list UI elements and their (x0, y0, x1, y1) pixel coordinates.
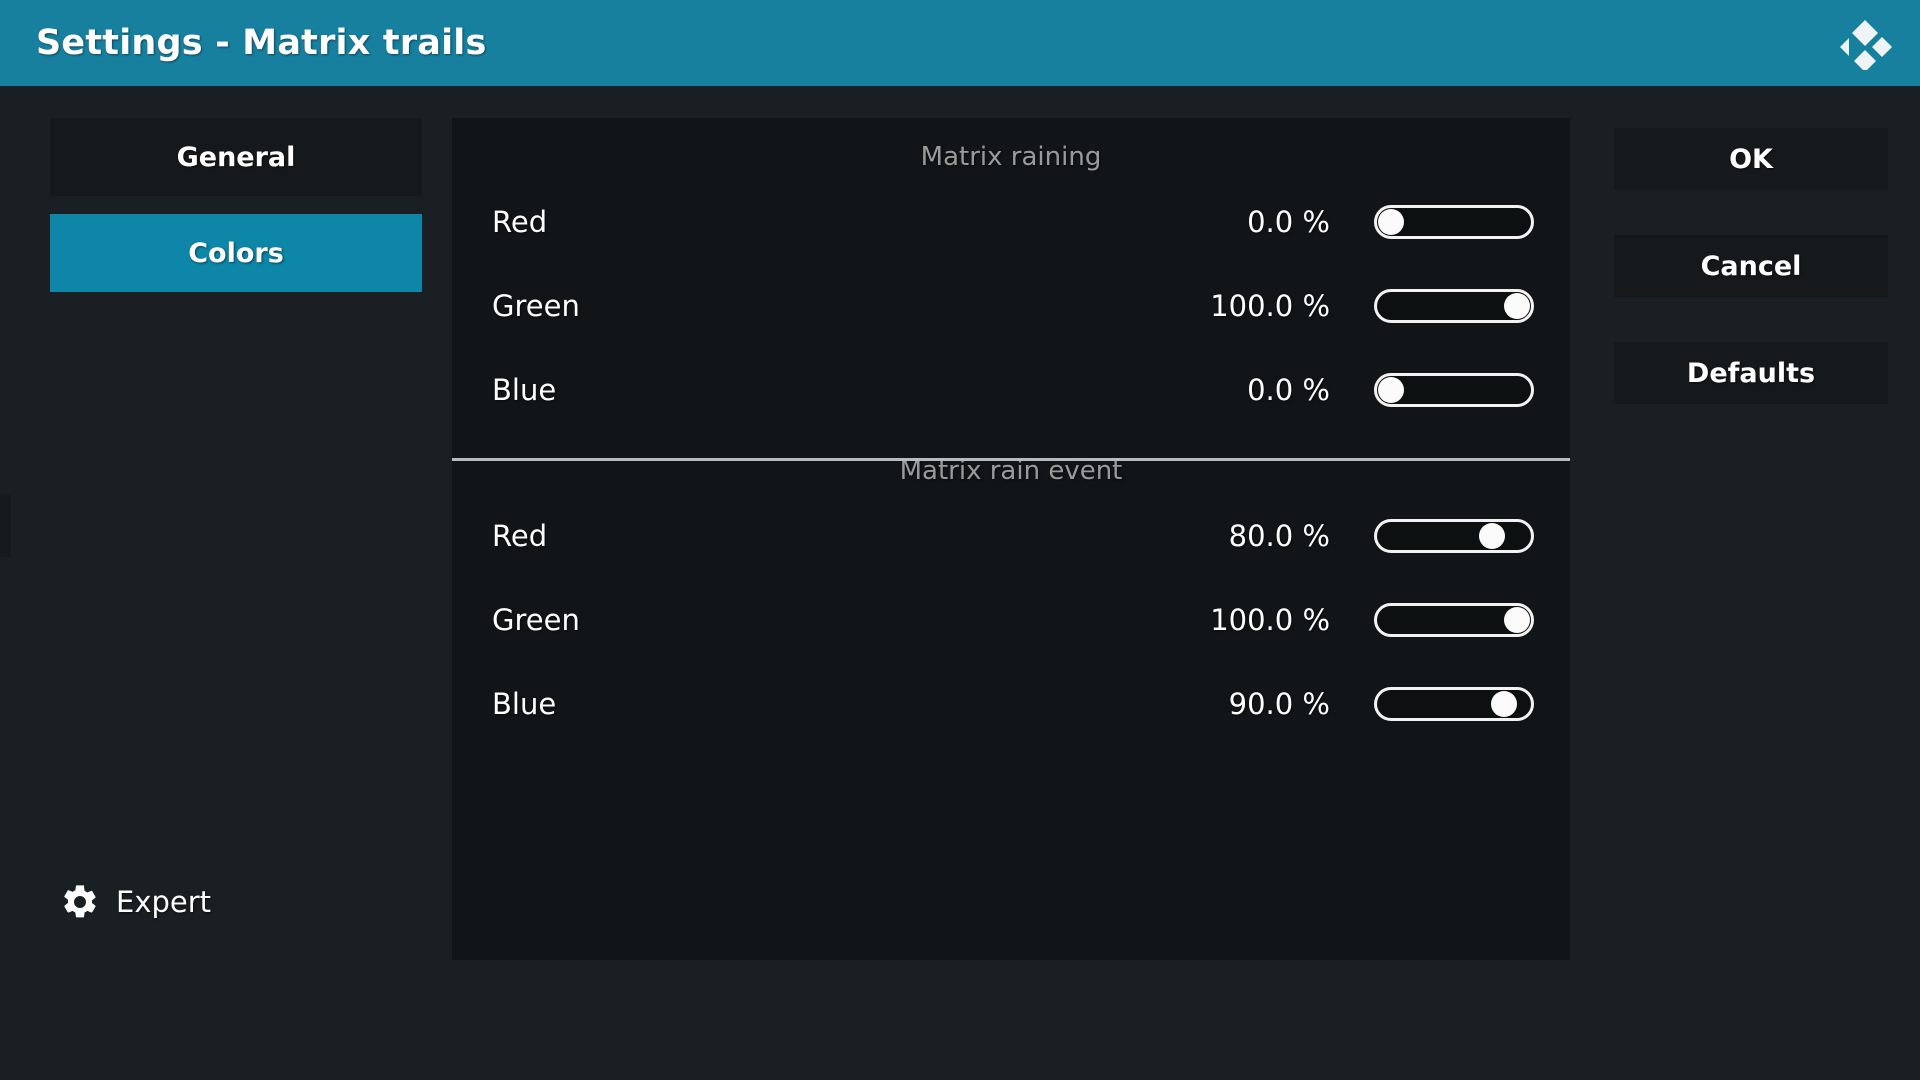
slider-event-green[interactable] (1374, 603, 1534, 637)
slider-knob[interactable] (1491, 691, 1518, 717)
setting-row-raining-green[interactable]: Green 100.0 % (452, 264, 1570, 348)
expert-level-toggle[interactable]: Expert (60, 882, 211, 922)
section-title-matrix-rain-event: Matrix rain event (899, 456, 1123, 486)
sidebar-item-label: Colors (188, 237, 284, 269)
scroll-edge-artifact (0, 495, 11, 557)
setting-value: 0.0 % (1247, 373, 1330, 407)
title-bar: Settings - Matrix trails (0, 0, 1920, 86)
category-sidebar: General Colors (50, 118, 422, 958)
slider-event-blue[interactable] (1374, 687, 1534, 721)
slider-knob[interactable] (1478, 523, 1505, 549)
setting-label: Blue (492, 687, 557, 721)
section-rows-matrix-raining: Red 0.0 % Green 100.0 % Blue 0.0 % (452, 180, 1570, 432)
dialog-actions: OK Cancel Defaults (1614, 128, 1888, 449)
cancel-button[interactable]: Cancel (1614, 235, 1888, 297)
section-divider (452, 458, 1570, 461)
setting-value: 90.0 % (1228, 687, 1330, 721)
setting-row-raining-blue[interactable]: Blue 0.0 % (452, 348, 1570, 432)
setting-value: 80.0 % (1228, 519, 1330, 553)
setting-row-event-blue[interactable]: Blue 90.0 % (452, 662, 1570, 746)
section-rows-matrix-rain-event: Red 80.0 % Green 100.0 % Blue 90.0 % (452, 494, 1570, 746)
slider-event-red[interactable] (1374, 519, 1534, 553)
setting-row-event-red[interactable]: Red 80.0 % (452, 494, 1570, 578)
settings-panel: Matrix raining Red 0.0 % Green 100.0 % B… (452, 118, 1570, 960)
setting-label: Red (492, 519, 548, 553)
setting-value: 0.0 % (1247, 205, 1330, 239)
setting-row-raining-red[interactable]: Red 0.0 % (452, 180, 1570, 264)
setting-label: Blue (492, 373, 557, 407)
setting-value: 100.0 % (1210, 289, 1330, 323)
section-title-matrix-raining: Matrix raining (920, 142, 1102, 172)
expert-label: Expert (116, 885, 212, 919)
slider-knob[interactable] (1504, 293, 1530, 319)
setting-label: Green (492, 289, 580, 323)
page-title: Settings - Matrix trails (36, 23, 487, 63)
sidebar-item-label: General (176, 141, 296, 173)
sidebar-item-general[interactable]: General (50, 118, 422, 196)
slider-raining-green[interactable] (1374, 289, 1534, 323)
slider-knob[interactable] (1504, 607, 1530, 633)
sidebar-item-colors[interactable]: Colors (50, 214, 422, 292)
cancel-button-label: Cancel (1700, 250, 1802, 282)
setting-label: Green (492, 603, 580, 637)
ok-button-label: OK (1729, 143, 1773, 175)
setting-label: Red (492, 205, 548, 239)
setting-row-event-green[interactable]: Green 100.0 % (452, 578, 1570, 662)
slider-raining-blue[interactable] (1374, 373, 1534, 407)
slider-raining-red[interactable] (1374, 205, 1534, 239)
ok-button[interactable]: OK (1614, 128, 1888, 190)
defaults-button-label: Defaults (1686, 357, 1816, 389)
defaults-button[interactable]: Defaults (1614, 342, 1888, 404)
gear-icon (64, 885, 96, 918)
setting-value: 100.0 % (1210, 603, 1330, 637)
kodi-logo-icon (1840, 20, 1892, 70)
slider-knob[interactable] (1378, 377, 1404, 403)
slider-knob[interactable] (1378, 209, 1404, 235)
